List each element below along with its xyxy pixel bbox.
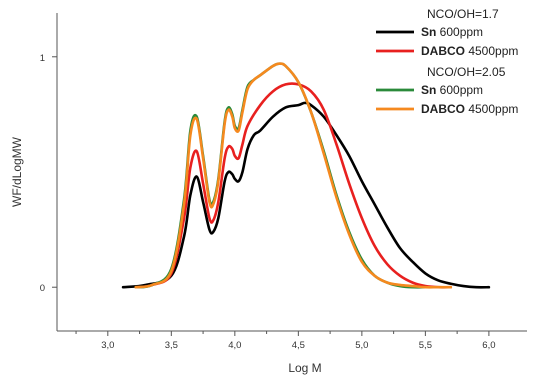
- legend-entry-label: Sn 600ppm: [421, 25, 483, 39]
- series-line-0: [121, 101, 491, 289]
- legend-group-title: NCO/OH=1.7: [427, 7, 499, 21]
- legend-entry-label: Sn 600ppm: [421, 83, 483, 97]
- x-tick-label: 5,0: [355, 340, 368, 351]
- x-tick-label: 4,0: [228, 340, 241, 351]
- x-axis-title: Log M: [288, 361, 321, 375]
- legend-entry-label: DABCO 4500ppm: [421, 102, 518, 116]
- legend-group-title: NCO/OH=2.05: [427, 65, 506, 79]
- series-line-3: [134, 62, 453, 289]
- x-tick-label: 3,0: [101, 340, 114, 351]
- x-tick-label: 4,5: [292, 340, 305, 351]
- y-axis-title: WF/dLogMW: [10, 136, 24, 207]
- tick-labels: 3,0 3,5 4,0 4,5 5,0 5,5 6,0 0 1: [40, 53, 496, 351]
- series-layer: [121, 62, 491, 289]
- x-tick-label: 3,5: [165, 340, 178, 351]
- y-tick-label: 0: [40, 283, 45, 294]
- legend-entry-label: DABCO 4500ppm: [421, 44, 518, 58]
- x-tick-label: 5,5: [419, 340, 432, 351]
- x-tick-label: 6,0: [482, 340, 495, 351]
- y-tick-label: 1: [40, 53, 45, 64]
- axes: [52, 13, 527, 336]
- series-line-1: [134, 82, 453, 289]
- legend: NCO/OH=1.7 Sn 600ppm DABCO 4500ppm NCO/OH=2…: [376, 7, 518, 116]
